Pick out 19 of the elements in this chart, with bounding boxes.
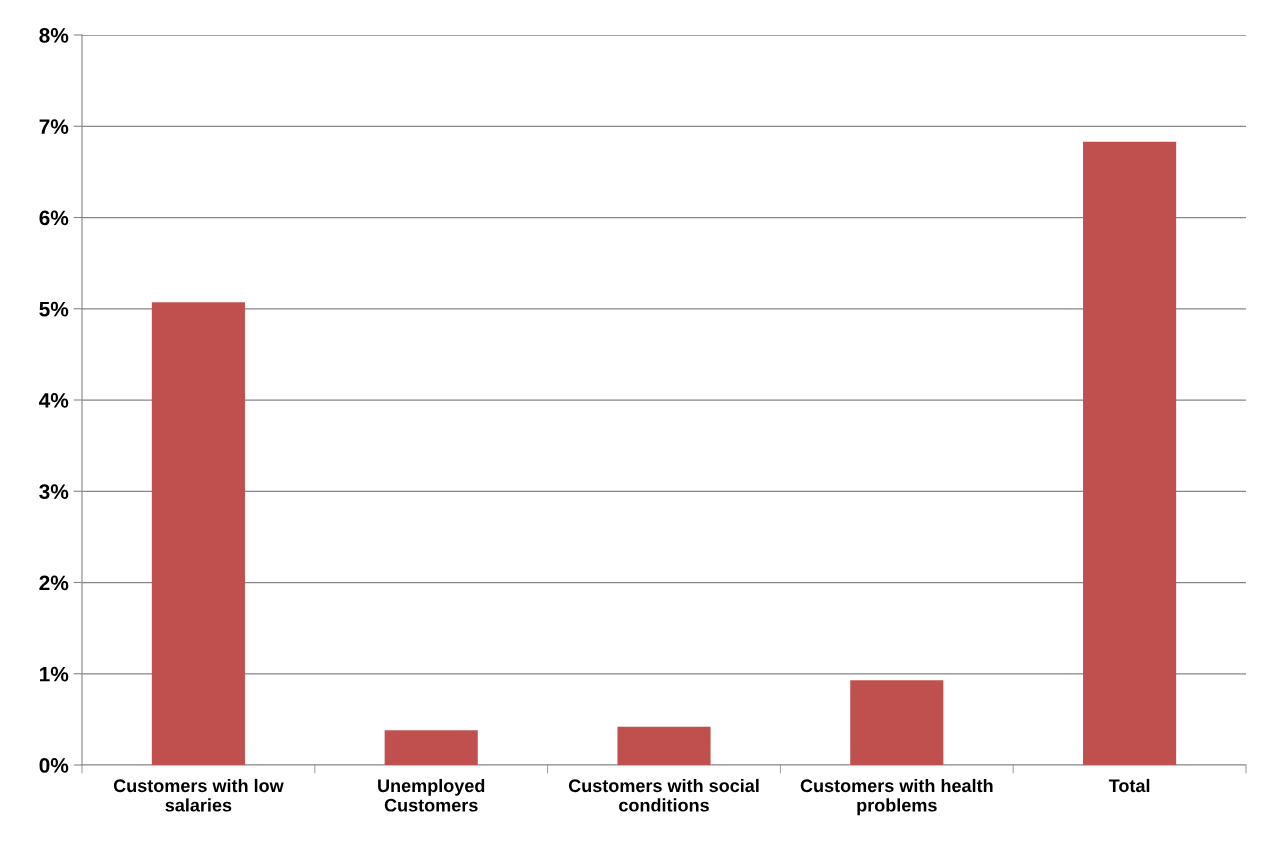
y-tick-label: 6% xyxy=(39,210,69,226)
bar xyxy=(151,302,245,765)
y-tick-label: 7% xyxy=(39,119,69,134)
x-tick-label: Unemployed Customers xyxy=(378,778,485,812)
y-tick-label: 3% xyxy=(39,484,69,500)
y-tick-label: 5% xyxy=(39,301,69,317)
x-tick-label: Customers with low salaries xyxy=(113,778,284,812)
bar xyxy=(1083,141,1177,765)
y-tick-label: 0% xyxy=(39,758,69,773)
y-tick-label: 2% xyxy=(39,575,69,591)
bar xyxy=(384,730,478,765)
bar xyxy=(850,680,944,765)
bar xyxy=(617,726,711,765)
y-tick-label: 4% xyxy=(39,393,69,408)
x-tick-label: Customers with health problems xyxy=(800,778,993,816)
x-tick-label: Total xyxy=(1108,778,1150,793)
y-tick-label: 1% xyxy=(40,666,69,682)
y-tick-label: 8% xyxy=(39,28,69,43)
x-tick-label: Customers with social conditions xyxy=(568,778,759,812)
